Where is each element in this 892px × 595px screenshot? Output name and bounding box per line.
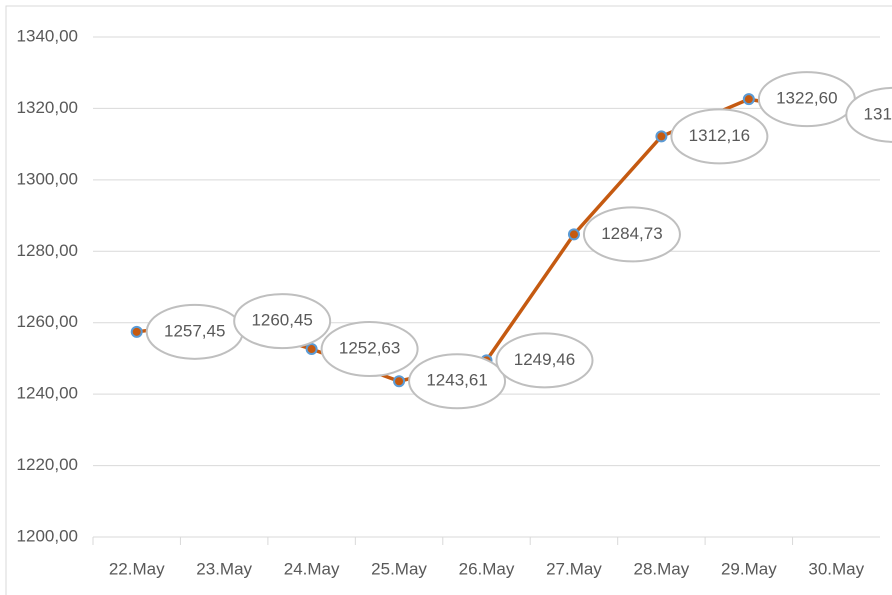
marker	[567, 228, 580, 241]
x-tick-label: 23.May	[196, 559, 252, 578]
chart-border	[5, 5, 892, 595]
x-tick-label: 29.May	[721, 559, 777, 578]
data-label: 1260,45	[251, 311, 312, 330]
data-label-bubble	[320, 321, 419, 378]
data-label: 1322,60	[776, 89, 837, 108]
data-label: 1249,46	[514, 350, 575, 369]
x-tick-label: 30.May	[808, 559, 864, 578]
marker	[305, 343, 318, 356]
y-tick-label: 1340,00	[17, 26, 78, 45]
y-tick-label: 1200,00	[17, 526, 78, 545]
y-tick-label: 1320,00	[17, 98, 78, 117]
y-tick-label: 1300,00	[17, 169, 78, 188]
marker	[130, 325, 143, 338]
y-tick-label: 1260,00	[17, 312, 78, 331]
data-label: 1284,73	[601, 224, 662, 243]
x-tick-label: 27.May	[546, 559, 602, 578]
x-tick-label: 24.May	[284, 559, 340, 578]
data-label-bubble	[408, 353, 507, 410]
data-label: 1243,61	[426, 371, 487, 390]
y-tick-label: 1220,00	[17, 455, 78, 474]
data-label-bubble	[845, 86, 892, 143]
data-label-bubble	[670, 108, 769, 165]
y-tick-label: 1240,00	[17, 384, 78, 403]
marker	[655, 130, 668, 143]
data-label: 1312,16	[689, 126, 750, 145]
data-label-bubble	[495, 332, 594, 389]
data-label: 1257,45	[164, 321, 225, 340]
data-label-bubble	[582, 206, 681, 263]
marker	[742, 93, 755, 106]
y-tick-label: 1280,00	[17, 241, 78, 260]
marker	[393, 375, 406, 388]
data-label: 1318,19	[864, 104, 892, 123]
x-tick-label: 28.May	[634, 559, 690, 578]
data-label-bubble	[233, 293, 332, 350]
x-tick-label: 26.May	[459, 559, 515, 578]
x-tick-label: 22.May	[109, 559, 165, 578]
data-label: 1252,63	[339, 339, 400, 358]
x-tick-label: 25.May	[371, 559, 427, 578]
